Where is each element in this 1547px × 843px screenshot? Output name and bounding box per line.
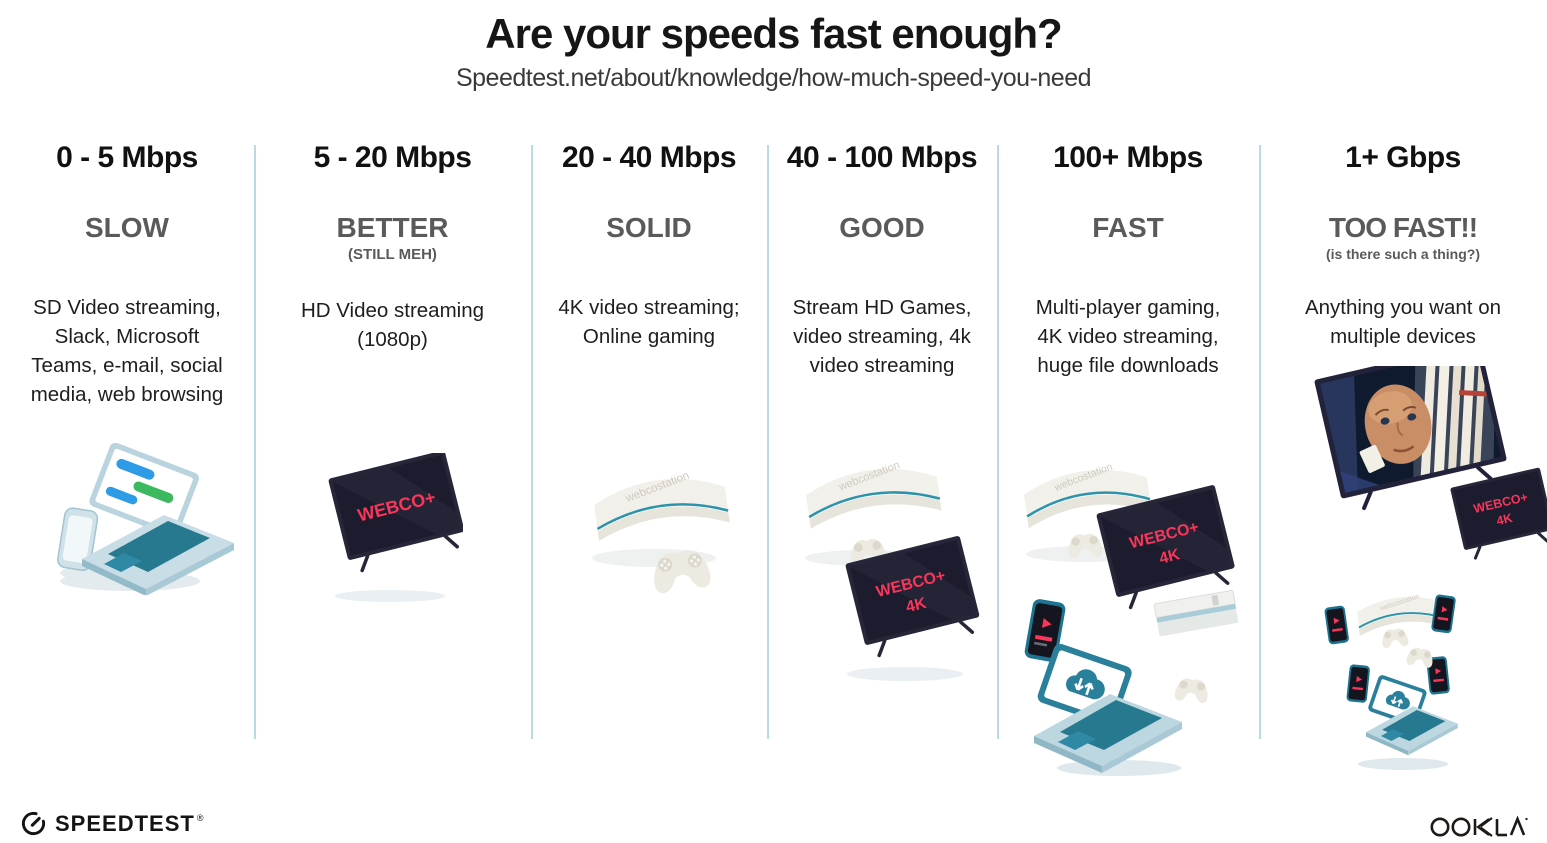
tv-4k-icon: WEBCO+ 4K <box>1450 467 1547 560</box>
rating-label: SLOW <box>85 212 169 243</box>
tv-astronaut-icon <box>1314 366 1507 511</box>
rating-label: GOOD <box>839 212 925 243</box>
column-divider <box>767 145 769 739</box>
game-console-icon: webcostation <box>1024 461 1152 529</box>
column-divider <box>531 145 533 739</box>
laptop-icon <box>82 443 234 595</box>
speed-range-label: 20 - 40 Mbps <box>561 141 737 174</box>
rating-label: FAST <box>1092 212 1164 243</box>
speedtest-gauge-icon <box>21 811 46 836</box>
controller-icon <box>1406 647 1433 668</box>
tv-4k-label: 4K <box>904 595 928 617</box>
speed-column-20-40mbps: 20 - 40 Mbps SOLID 4K video streaming; O… <box>531 0 767 843</box>
rating-label: TOO FAST!! <box>1328 212 1478 243</box>
ookla-logo: OOKLA <box>1429 812 1529 843</box>
game-console-icon: webcostation <box>594 470 730 541</box>
slim-console-icon <box>1153 589 1239 637</box>
controller-icon <box>1174 678 1208 703</box>
console-tv4k-illustration: webcostation WEBCO+ 4K <box>805 459 980 681</box>
tv-4k-icon: WEBCO+ 4K <box>845 536 980 658</box>
phone-video-icon <box>1426 656 1450 695</box>
laptop-chat-illustration <box>57 443 234 595</box>
laptop-cloud-icon <box>1034 643 1182 773</box>
console-controller-illustration: webcostation <box>592 470 730 594</box>
gigabit-devices-illustration: WEBCO+ 4K webcostation <box>1314 366 1547 770</box>
speedtest-wordmark: SPEEDTEST <box>55 810 195 836</box>
chat-bubble-green <box>133 481 174 503</box>
column-divider <box>254 145 256 739</box>
use-case-description: Anything you want on multiple devices <box>1304 296 1502 348</box>
phone-video-icon <box>1324 605 1349 645</box>
page-subtitle-url: Speedtest.net/about/knowledge/how-much-s… <box>455 64 1092 92</box>
speedtest-logo: SPEEDTEST ® <box>20 810 203 837</box>
controller-icon <box>654 550 711 594</box>
use-case-description: Multi-player gaming, 4K video streaming,… <box>1035 296 1221 377</box>
speed-range-label: 5 - 20 Mbps <box>313 141 472 174</box>
tv-4k-label: 4K <box>1495 511 1514 528</box>
phone-video-icon <box>1346 664 1370 703</box>
rating-label: BETTER <box>336 212 449 243</box>
phone-video-icon <box>1024 599 1066 662</box>
tv-4k-label: 4K <box>1158 546 1182 568</box>
tv-4k-icon: WEBCO+ 4K <box>1096 485 1235 610</box>
speed-column-100plus-mbps: 100+ Mbps FAST Multi-player gaming, 4K v… <box>997 0 1259 843</box>
speed-range-label: 100+ Mbps <box>1053 141 1203 174</box>
use-case-description: 4K video streaming; Online gaming <box>558 296 740 348</box>
speed-range-label: 1+ Gbps <box>1345 141 1461 174</box>
use-case-description: HD Video streaming (1080p) <box>300 299 485 351</box>
rating-note: (is there such a thing?) <box>1325 246 1480 262</box>
chat-bubble-blue <box>105 486 138 505</box>
speed-column-5-20mbps: 5 - 20 Mbps BETTER (STILL MEH) HD Video … <box>254 0 531 843</box>
speed-column-40-100mbps: 40 - 100 Mbps GOOD Stream HD Games, vide… <box>767 0 997 843</box>
game-console-icon: webcostation <box>806 459 942 529</box>
registered-mark: ® <box>196 812 204 823</box>
page-title: Are your speeds fast enough? <box>485 10 1062 57</box>
tv-webco-illustration: WEBCO+ <box>328 453 463 602</box>
rating-note: (STILL MEH) <box>348 246 437 263</box>
phone-icon <box>57 507 99 572</box>
speed-column-1plus-gbps: 1+ Gbps TOO FAST!! (is there such a thin… <box>1259 0 1547 843</box>
speed-range-label: 0 - 5 Mbps <box>56 141 198 174</box>
controller-icon <box>1068 533 1103 559</box>
multi-device-illustration: webcostation WEBCO+ 4K <box>1024 461 1239 776</box>
chat-bubble-blue <box>116 458 155 480</box>
use-case-description: Stream HD Games, video streaming, 4k vid… <box>792 296 972 377</box>
column-divider <box>997 145 999 739</box>
speed-range-label: 40 - 100 Mbps <box>786 141 978 174</box>
tv-icon: WEBCO+ <box>328 453 463 573</box>
controller-icon <box>1382 628 1409 649</box>
phone-video-icon <box>1431 594 1456 634</box>
ookla-wordmark-icon <box>1430 815 1528 837</box>
column-divider <box>1259 145 1261 739</box>
use-case-description: SD Video streaming, Slack, Microsoft Tea… <box>30 296 224 406</box>
rating-label: SOLID <box>606 212 692 243</box>
laptop-cloud-icon <box>1366 675 1458 756</box>
speed-column-0-5mbps: 0 - 5 Mbps SLOW SD Video streaming, Slac… <box>0 0 254 843</box>
